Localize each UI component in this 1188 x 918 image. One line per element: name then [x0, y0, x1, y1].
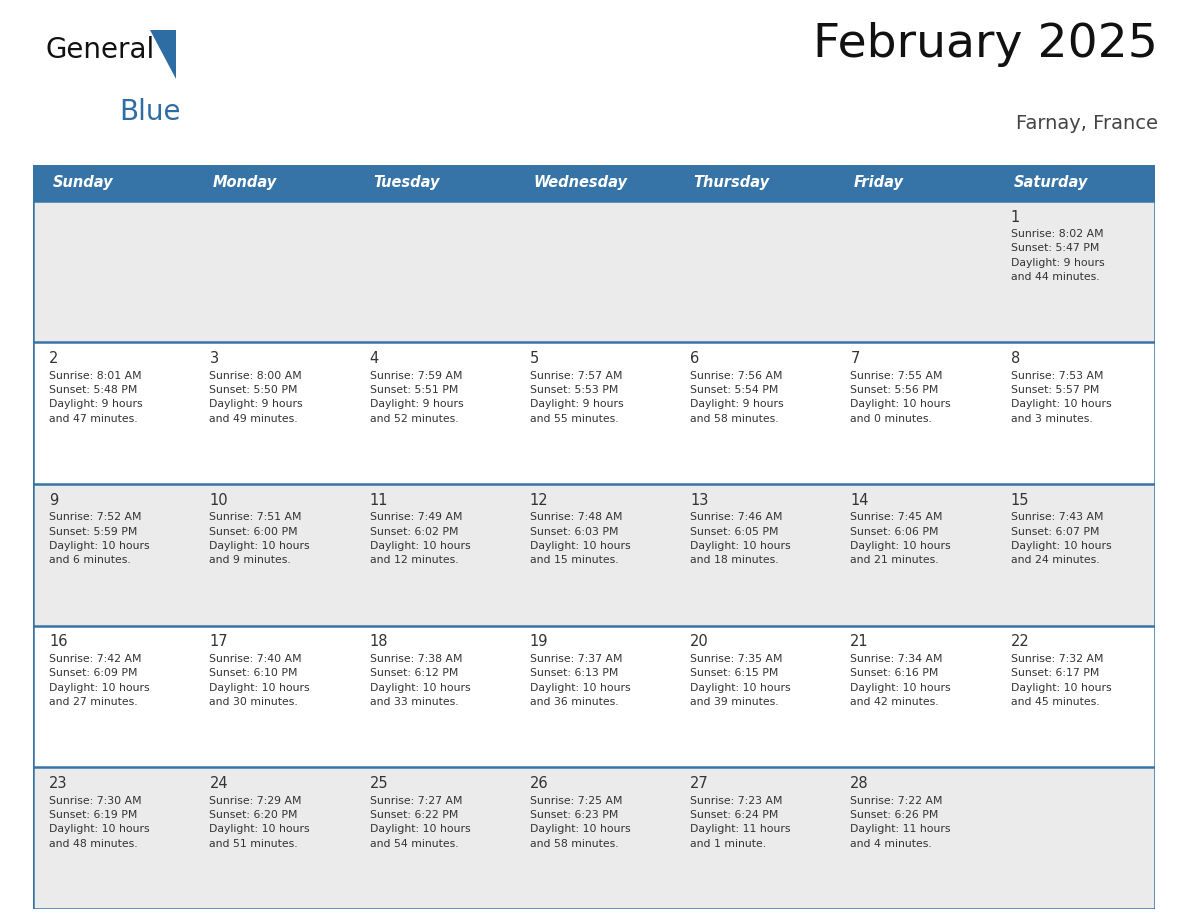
Text: Sunrise: 7:30 AM
Sunset: 6:19 PM
Daylight: 10 hours
and 48 minutes.: Sunrise: 7:30 AM Sunset: 6:19 PM Dayligh…	[49, 796, 150, 849]
Text: Sunrise: 8:01 AM
Sunset: 5:48 PM
Daylight: 9 hours
and 47 minutes.: Sunrise: 8:01 AM Sunset: 5:48 PM Dayligh…	[49, 371, 143, 424]
Text: Sunrise: 7:34 AM
Sunset: 6:16 PM
Daylight: 10 hours
and 42 minutes.: Sunrise: 7:34 AM Sunset: 6:16 PM Dayligh…	[851, 654, 950, 707]
Text: Sunrise: 7:42 AM
Sunset: 6:09 PM
Daylight: 10 hours
and 27 minutes.: Sunrise: 7:42 AM Sunset: 6:09 PM Dayligh…	[49, 654, 150, 707]
Text: 17: 17	[209, 634, 228, 649]
Text: 5: 5	[530, 352, 539, 366]
Text: 19: 19	[530, 634, 549, 649]
Text: Sunrise: 7:56 AM
Sunset: 5:54 PM
Daylight: 9 hours
and 58 minutes.: Sunrise: 7:56 AM Sunset: 5:54 PM Dayligh…	[690, 371, 784, 424]
Text: 13: 13	[690, 493, 708, 508]
Text: Sunrise: 7:52 AM
Sunset: 5:59 PM
Daylight: 10 hours
and 6 minutes.: Sunrise: 7:52 AM Sunset: 5:59 PM Dayligh…	[49, 512, 150, 565]
Bar	[33, 342, 1155, 484]
Text: Sunrise: 7:35 AM
Sunset: 6:15 PM
Daylight: 10 hours
and 39 minutes.: Sunrise: 7:35 AM Sunset: 6:15 PM Dayligh…	[690, 654, 791, 707]
Text: 24: 24	[209, 776, 228, 791]
Text: Sunrise: 7:46 AM
Sunset: 6:05 PM
Daylight: 10 hours
and 18 minutes.: Sunrise: 7:46 AM Sunset: 6:05 PM Dayligh…	[690, 512, 791, 565]
Bar	[33, 484, 1155, 625]
Text: 3: 3	[209, 352, 219, 366]
Text: Sunrise: 7:48 AM
Sunset: 6:03 PM
Daylight: 10 hours
and 15 minutes.: Sunrise: 7:48 AM Sunset: 6:03 PM Dayligh…	[530, 512, 631, 565]
Text: Sunrise: 7:22 AM
Sunset: 6:26 PM
Daylight: 11 hours
and 4 minutes.: Sunrise: 7:22 AM Sunset: 6:26 PM Dayligh…	[851, 796, 950, 849]
Text: 18: 18	[369, 634, 388, 649]
Text: Sunday: Sunday	[52, 175, 113, 190]
Text: Sunrise: 7:37 AM
Sunset: 6:13 PM
Daylight: 10 hours
and 36 minutes.: Sunrise: 7:37 AM Sunset: 6:13 PM Dayligh…	[530, 654, 631, 707]
Text: Sunrise: 7:27 AM
Sunset: 6:22 PM
Daylight: 10 hours
and 54 minutes.: Sunrise: 7:27 AM Sunset: 6:22 PM Dayligh…	[369, 796, 470, 849]
Text: 6: 6	[690, 352, 700, 366]
Text: 14: 14	[851, 493, 868, 508]
Text: Tuesday: Tuesday	[373, 175, 440, 190]
Text: Blue: Blue	[119, 98, 181, 127]
Text: Sunrise: 7:51 AM
Sunset: 6:00 PM
Daylight: 10 hours
and 9 minutes.: Sunrise: 7:51 AM Sunset: 6:00 PM Dayligh…	[209, 512, 310, 565]
Text: Sunrise: 7:29 AM
Sunset: 6:20 PM
Daylight: 10 hours
and 51 minutes.: Sunrise: 7:29 AM Sunset: 6:20 PM Dayligh…	[209, 796, 310, 849]
Text: 9: 9	[49, 493, 58, 508]
Text: Thursday: Thursday	[694, 175, 770, 190]
Text: Sunrise: 7:25 AM
Sunset: 6:23 PM
Daylight: 10 hours
and 58 minutes.: Sunrise: 7:25 AM Sunset: 6:23 PM Dayligh…	[530, 796, 631, 849]
Text: Sunrise: 7:45 AM
Sunset: 6:06 PM
Daylight: 10 hours
and 21 minutes.: Sunrise: 7:45 AM Sunset: 6:06 PM Dayligh…	[851, 512, 950, 565]
Text: Saturday: Saturday	[1013, 175, 1088, 190]
Text: Sunrise: 7:55 AM
Sunset: 5:56 PM
Daylight: 10 hours
and 0 minutes.: Sunrise: 7:55 AM Sunset: 5:56 PM Dayligh…	[851, 371, 950, 424]
Text: Sunrise: 8:00 AM
Sunset: 5:50 PM
Daylight: 9 hours
and 49 minutes.: Sunrise: 8:00 AM Sunset: 5:50 PM Dayligh…	[209, 371, 303, 424]
Text: 23: 23	[49, 776, 68, 791]
Text: Sunrise: 7:53 AM
Sunset: 5:57 PM
Daylight: 10 hours
and 3 minutes.: Sunrise: 7:53 AM Sunset: 5:57 PM Dayligh…	[1011, 371, 1111, 424]
Text: Sunrise: 7:43 AM
Sunset: 6:07 PM
Daylight: 10 hours
and 24 minutes.: Sunrise: 7:43 AM Sunset: 6:07 PM Dayligh…	[1011, 512, 1111, 565]
Text: 26: 26	[530, 776, 549, 791]
Text: 12: 12	[530, 493, 549, 508]
Text: Farnay, France: Farnay, France	[1016, 115, 1158, 133]
Text: Sunrise: 7:59 AM
Sunset: 5:51 PM
Daylight: 9 hours
and 52 minutes.: Sunrise: 7:59 AM Sunset: 5:51 PM Dayligh…	[369, 371, 463, 424]
Text: 25: 25	[369, 776, 388, 791]
Text: 20: 20	[690, 634, 709, 649]
Text: 22: 22	[1011, 634, 1029, 649]
Text: 21: 21	[851, 634, 868, 649]
Bar	[33, 201, 1155, 342]
Text: 15: 15	[1011, 493, 1029, 508]
Text: Sunrise: 7:40 AM
Sunset: 6:10 PM
Daylight: 10 hours
and 30 minutes.: Sunrise: 7:40 AM Sunset: 6:10 PM Dayligh…	[209, 654, 310, 707]
Text: Sunrise: 8:02 AM
Sunset: 5:47 PM
Daylight: 9 hours
and 44 minutes.: Sunrise: 8:02 AM Sunset: 5:47 PM Dayligh…	[1011, 229, 1104, 282]
Bar	[33, 165, 1155, 201]
Text: 2: 2	[49, 352, 58, 366]
Text: Wednesday: Wednesday	[533, 175, 627, 190]
Text: Sunrise: 7:38 AM
Sunset: 6:12 PM
Daylight: 10 hours
and 33 minutes.: Sunrise: 7:38 AM Sunset: 6:12 PM Dayligh…	[369, 654, 470, 707]
Bar	[33, 767, 1155, 909]
Bar	[33, 625, 1155, 767]
Polygon shape	[150, 29, 176, 79]
Text: Sunrise: 7:32 AM
Sunset: 6:17 PM
Daylight: 10 hours
and 45 minutes.: Sunrise: 7:32 AM Sunset: 6:17 PM Dayligh…	[1011, 654, 1111, 707]
Text: Friday: Friday	[853, 175, 904, 190]
Text: Sunrise: 7:23 AM
Sunset: 6:24 PM
Daylight: 11 hours
and 1 minute.: Sunrise: 7:23 AM Sunset: 6:24 PM Dayligh…	[690, 796, 791, 849]
Text: 7: 7	[851, 352, 860, 366]
Text: February 2025: February 2025	[814, 22, 1158, 67]
Text: 8: 8	[1011, 352, 1019, 366]
Text: 10: 10	[209, 493, 228, 508]
Text: 27: 27	[690, 776, 709, 791]
Text: Sunrise: 7:49 AM
Sunset: 6:02 PM
Daylight: 10 hours
and 12 minutes.: Sunrise: 7:49 AM Sunset: 6:02 PM Dayligh…	[369, 512, 470, 565]
Text: 28: 28	[851, 776, 868, 791]
Text: 1: 1	[1011, 209, 1019, 225]
Text: General: General	[45, 36, 154, 63]
Text: 16: 16	[49, 634, 68, 649]
Text: 4: 4	[369, 352, 379, 366]
Text: 11: 11	[369, 493, 388, 508]
Text: Sunrise: 7:57 AM
Sunset: 5:53 PM
Daylight: 9 hours
and 55 minutes.: Sunrise: 7:57 AM Sunset: 5:53 PM Dayligh…	[530, 371, 624, 424]
Text: Monday: Monday	[213, 175, 277, 190]
